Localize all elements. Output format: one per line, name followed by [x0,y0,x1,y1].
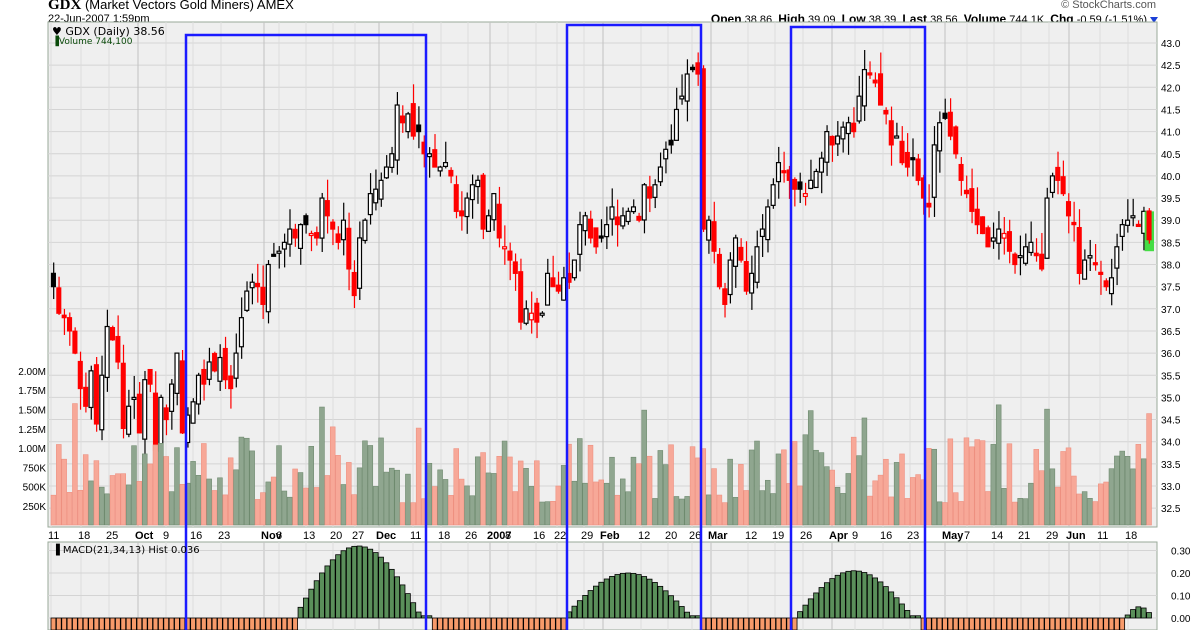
dropdown-arrow-icon[interactable] [1150,17,1158,24]
macd-legend: ▐ MACD(21,34,13) Hist 0.036 [52,545,200,556]
highlight-box [565,23,703,630]
price-tick: 36.5 [1161,327,1181,338]
volume-tick: 1.50M [18,406,46,417]
copyright: © StockCharts.com [1061,0,1156,11]
price-tick: 34.5 [1161,416,1181,427]
price-tick: 33.5 [1161,460,1181,471]
chart-title: GDX (Market Vectors Gold Miners) AMEX [48,0,294,14]
price-tick: 38.5 [1161,238,1181,249]
date-tick: 2007 [487,530,511,542]
macd-tick: 0.00 [1171,614,1191,625]
price-tick: 35.5 [1161,371,1181,382]
date-tick: 29 [581,530,593,542]
price-tick: 41.5 [1161,105,1181,116]
date-tick: 27 [352,530,364,542]
date-tick: 20 [665,530,677,542]
price-legend-text: GDX (Daily) 38.56 [65,25,165,38]
price-tick: 39.0 [1161,216,1181,227]
date-tick: Dec [376,530,396,542]
date-tick: Oct [135,530,154,542]
price-tick: 39.5 [1161,194,1181,205]
macd-tick: 0.30 [1171,547,1191,558]
date-tick: Nov [261,530,283,542]
date-tick: 18 [78,530,90,542]
volume-tick: 1.75M [18,386,46,397]
price-tick: 43.0 [1161,39,1181,50]
price-tick: 41.0 [1161,128,1181,139]
volume-tick: 1.00M [18,444,46,455]
date-tick: 7 [964,530,970,542]
date-tick: Jun [1066,530,1086,542]
volume-tick: 250K [23,502,47,513]
date-tick: 29 [1046,530,1058,542]
volume-tick: 2.00M [18,367,46,378]
date-tick: 13 [303,530,315,542]
volume-tick: 1.25M [18,425,46,436]
price-tick: 38.0 [1161,261,1181,272]
bars-icon: ▐ [52,37,59,47]
macd-tick: 0.10 [1171,592,1191,603]
security-name: (Market Vectors Gold Miners) AMEX [84,0,294,12]
volume-tick: 750K [23,463,47,474]
price-tick: 42.5 [1161,61,1181,72]
macd-panel: 0.00 0.10 0.20 0.30 [47,541,1191,630]
volume-tick: 500K [23,483,47,494]
price-tick: 37.0 [1161,305,1181,316]
date-tick: 23 [218,530,230,542]
date-tick: 26 [689,530,701,542]
date-tick: 26 [465,530,477,542]
date-tick: 12 [745,530,757,542]
date-tick: 16 [190,530,202,542]
date-tick: 9 [163,530,169,542]
price-legend: ♥ GDX (Daily) 38.56 [52,25,165,38]
date-tick: 22 [554,530,566,542]
price-tick: 36.0 [1161,349,1181,360]
price-panel: 32.5 33.0 33.5 34.0 34.5 35.0 35.5 36.0 36.5 37.0… [18,21,1181,528]
date-tick: 11 [48,530,59,542]
highlight-boxes [184,23,927,630]
date-tick: 23 [907,530,919,542]
date-tick: Feb [600,530,620,542]
highlight-box [184,33,428,630]
price-tick: 33.0 [1161,482,1181,493]
date-tick: 11 [1097,530,1108,542]
date-tick: 9 [852,530,858,542]
date-tick: 18 [438,530,450,542]
date-tick: 14 [991,530,1003,542]
price-tick: 35.0 [1161,393,1181,404]
date-tick: 8 [505,530,511,542]
volume-legend-text: Volume 744,100 [58,37,133,47]
date-tick: 26 [800,530,812,542]
date-tick: 12 [638,530,650,542]
bars-icon: ▐ [52,545,60,556]
price-tick: 40.5 [1161,150,1181,161]
price-tick: 40.0 [1161,172,1181,183]
price-tick: 37.5 [1161,283,1181,294]
highlight-box [789,25,927,630]
price-tick: 42.0 [1161,83,1181,94]
date-tick: 25 [106,530,118,542]
date-tick: Mar [708,530,728,542]
candle-icon: ♥ [52,25,62,38]
price-tick: 32.5 [1161,504,1181,515]
date-tick: 20 [330,530,342,542]
date-tick: Apr [829,530,849,542]
date-tick: 16 [880,530,892,542]
volume-legend: ▐Volume 744,100 [52,37,132,47]
date-tick: 19 [772,530,784,542]
date-tick: May [942,530,964,542]
price-tick: 34.0 [1161,438,1181,449]
date-tick: 21 [1018,530,1030,542]
date-tick: 6 [276,530,282,542]
date-tick: 11 [410,530,421,542]
date-tick: 18 [1125,530,1137,542]
macd-tick: 0.20 [1171,569,1191,580]
symbol: GDX [48,0,82,13]
macd-legend-text: MACD(21,34,13) Hist 0.036 [62,545,200,556]
date-tick: 16 [533,530,545,542]
